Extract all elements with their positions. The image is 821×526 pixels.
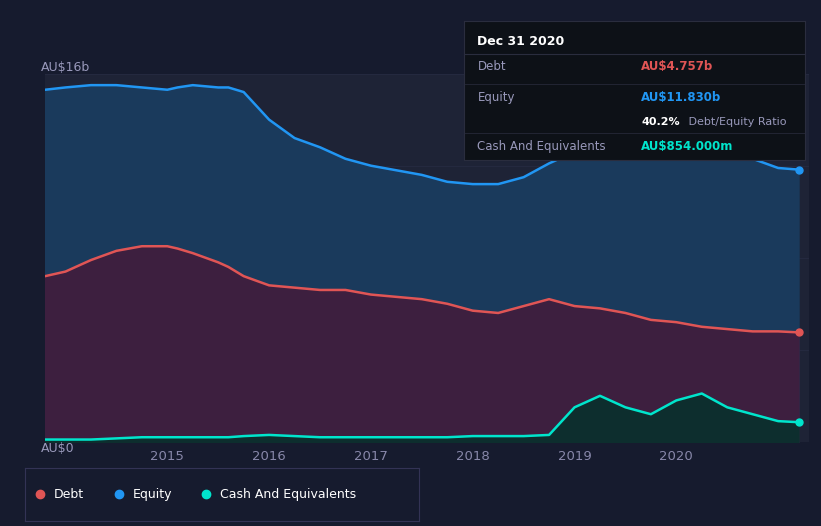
Text: 40.2%: 40.2% xyxy=(641,117,680,127)
Text: Debt/Equity Ratio: Debt/Equity Ratio xyxy=(686,117,787,127)
Text: Cash And Equivalents: Cash And Equivalents xyxy=(220,488,355,501)
Text: Dec 31 2020: Dec 31 2020 xyxy=(478,35,565,48)
Text: AU$11.830b: AU$11.830b xyxy=(641,90,722,104)
Text: Equity: Equity xyxy=(133,488,172,501)
Text: Equity: Equity xyxy=(478,90,515,104)
Text: AU$16b: AU$16b xyxy=(41,60,90,74)
Text: AU$854.000m: AU$854.000m xyxy=(641,139,733,153)
Text: Debt: Debt xyxy=(478,60,506,73)
Text: Debt: Debt xyxy=(54,488,85,501)
Text: AU$4.757b: AU$4.757b xyxy=(641,60,713,73)
Text: Cash And Equivalents: Cash And Equivalents xyxy=(478,139,606,153)
Text: AU$0: AU$0 xyxy=(41,442,75,455)
